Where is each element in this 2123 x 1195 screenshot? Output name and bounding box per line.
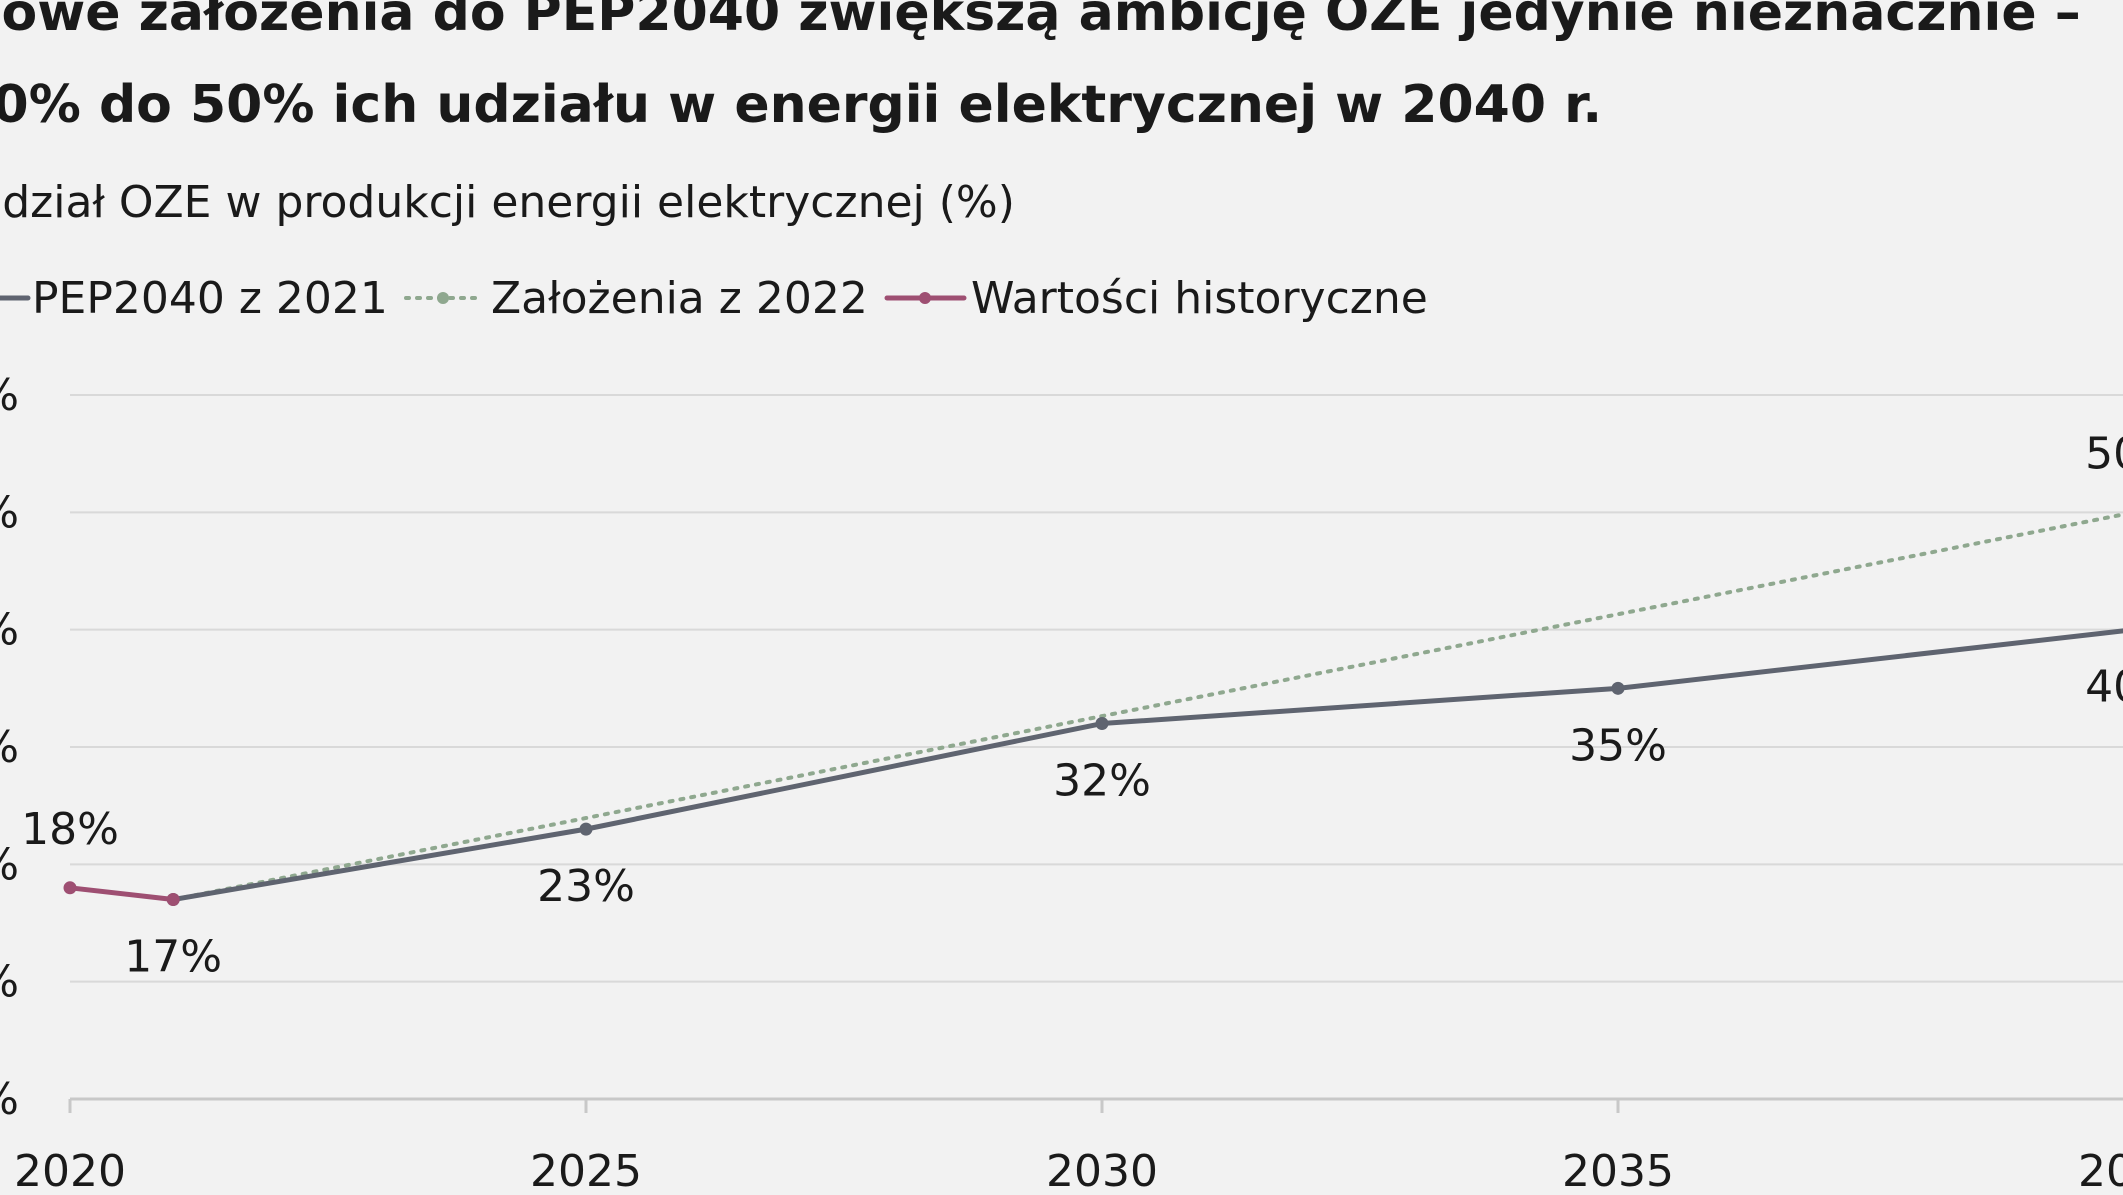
x-tick-label: 2030 (1046, 1146, 1158, 1195)
legend-label: PEP2040 z 2021 (32, 273, 388, 324)
legend-marker (437, 292, 449, 304)
point (1095, 717, 1109, 731)
point (63, 881, 77, 895)
x-tick-label: 2040 (2078, 1146, 2123, 1195)
series-line (67, 885, 176, 903)
data-label: 50% (2085, 428, 2123, 479)
y-tick-label: 40% (0, 605, 19, 656)
x-tick-label: 2025 (530, 1146, 642, 1195)
point (1611, 681, 1625, 695)
legend-label: Wartości historyczne (971, 273, 1428, 324)
data-label: 35% (1569, 720, 1667, 771)
y-tick-label: 20% (0, 839, 19, 890)
data-label: 40% (2085, 662, 2123, 713)
legend-label: Założenia z 2022 (491, 273, 868, 324)
data-label: 18% (21, 804, 119, 855)
chart-subtitle: Udział OZE w produkcji energii elektrycz… (0, 177, 1015, 228)
x-tick-label: 2035 (1562, 1146, 1674, 1195)
y-tick-label: 0% (0, 1074, 19, 1125)
data-label: 32% (1053, 756, 1151, 807)
y-tick-label: 10% (0, 957, 19, 1008)
legend-marker (919, 292, 931, 304)
series-line (171, 512, 2123, 902)
chart-title: z 40% do 50% ich udziału w energii elekt… (0, 75, 1602, 135)
x-tick-label: 2020 (14, 1146, 126, 1195)
data-label: 17% (124, 932, 222, 983)
point (579, 822, 593, 836)
y-tick-label: 50% (0, 487, 19, 538)
chart-title: Nowe założenia do PEP2040 zwiększą ambic… (0, 0, 2081, 43)
y-tick-label: 60% (0, 370, 19, 421)
point (166, 893, 180, 907)
data-label: 23% (537, 861, 635, 912)
y-tick-label: 30% (0, 722, 19, 773)
